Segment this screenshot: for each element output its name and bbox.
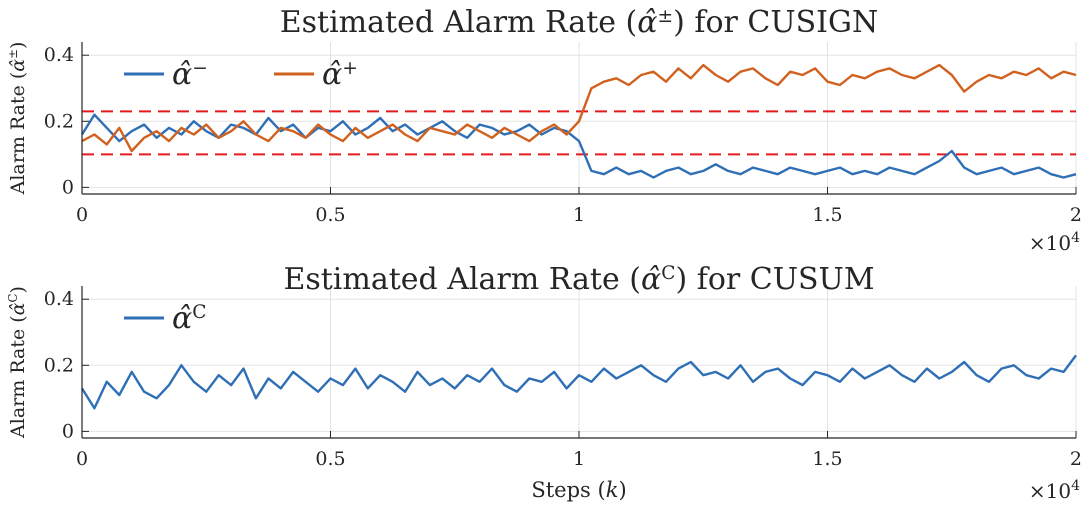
x-tick-label: 0 [76,204,88,226]
x-exponent-label: ×104 [1029,478,1080,503]
chart-title: Estimated Alarm Rate (α̂C) for CUSUM [283,262,874,297]
x-tick-label: 0.5 [315,448,345,470]
legend: α̂− α̂+ [124,57,358,92]
series-line-1 [80,354,1077,410]
x-tick-label: 2 [1070,204,1082,226]
y-tick-label: 0.4 [44,288,74,310]
x-tick-label: 1 [573,448,585,470]
y-tick-label: 0.2 [44,110,74,132]
y-axis-label: Alarm Rate (α̂±) [6,42,29,196]
series-line-1 [80,113,1077,179]
legend-label-1: α̂C [172,301,207,336]
y-tick-label: 0.2 [44,354,74,376]
legend-label-2: α̂+ [322,57,358,92]
legend: α̂C [124,301,207,336]
y-tick-label: 0 [62,176,74,198]
x-tick-label: 1.5 [812,448,842,470]
x-tick-label: 1 [573,204,585,226]
chart-title: Estimated Alarm Rate (α̂±) for CUSIGN [280,5,879,40]
y-tick-label: 0 [62,420,74,442]
x-tick-label: 0.5 [315,204,345,226]
x-exponent-label: ×104 [1029,230,1080,255]
y-axis-label: Alarm Rate (α̂C) [6,286,29,439]
x-tick-label: 1.5 [812,204,842,226]
x-tick-label: 0 [76,448,88,470]
series-line-2 [81,63,1077,153]
chart-panel-1: 0 0.5 1 1.5 2 0 0.2 0.4 ×104 Estimated Alarm Rate… [6,5,1082,255]
y-tick-label: 0.4 [44,44,74,66]
x-axis-label: Steps (k) [531,478,626,502]
legend-label-1: α̂− [172,57,208,92]
x-tick-label: 2 [1070,448,1082,470]
chart-panel-2: 0 0.5 1 1.5 2 0 0.2 0.4 ×104 Estimated Alarm Rate… [6,262,1082,503]
